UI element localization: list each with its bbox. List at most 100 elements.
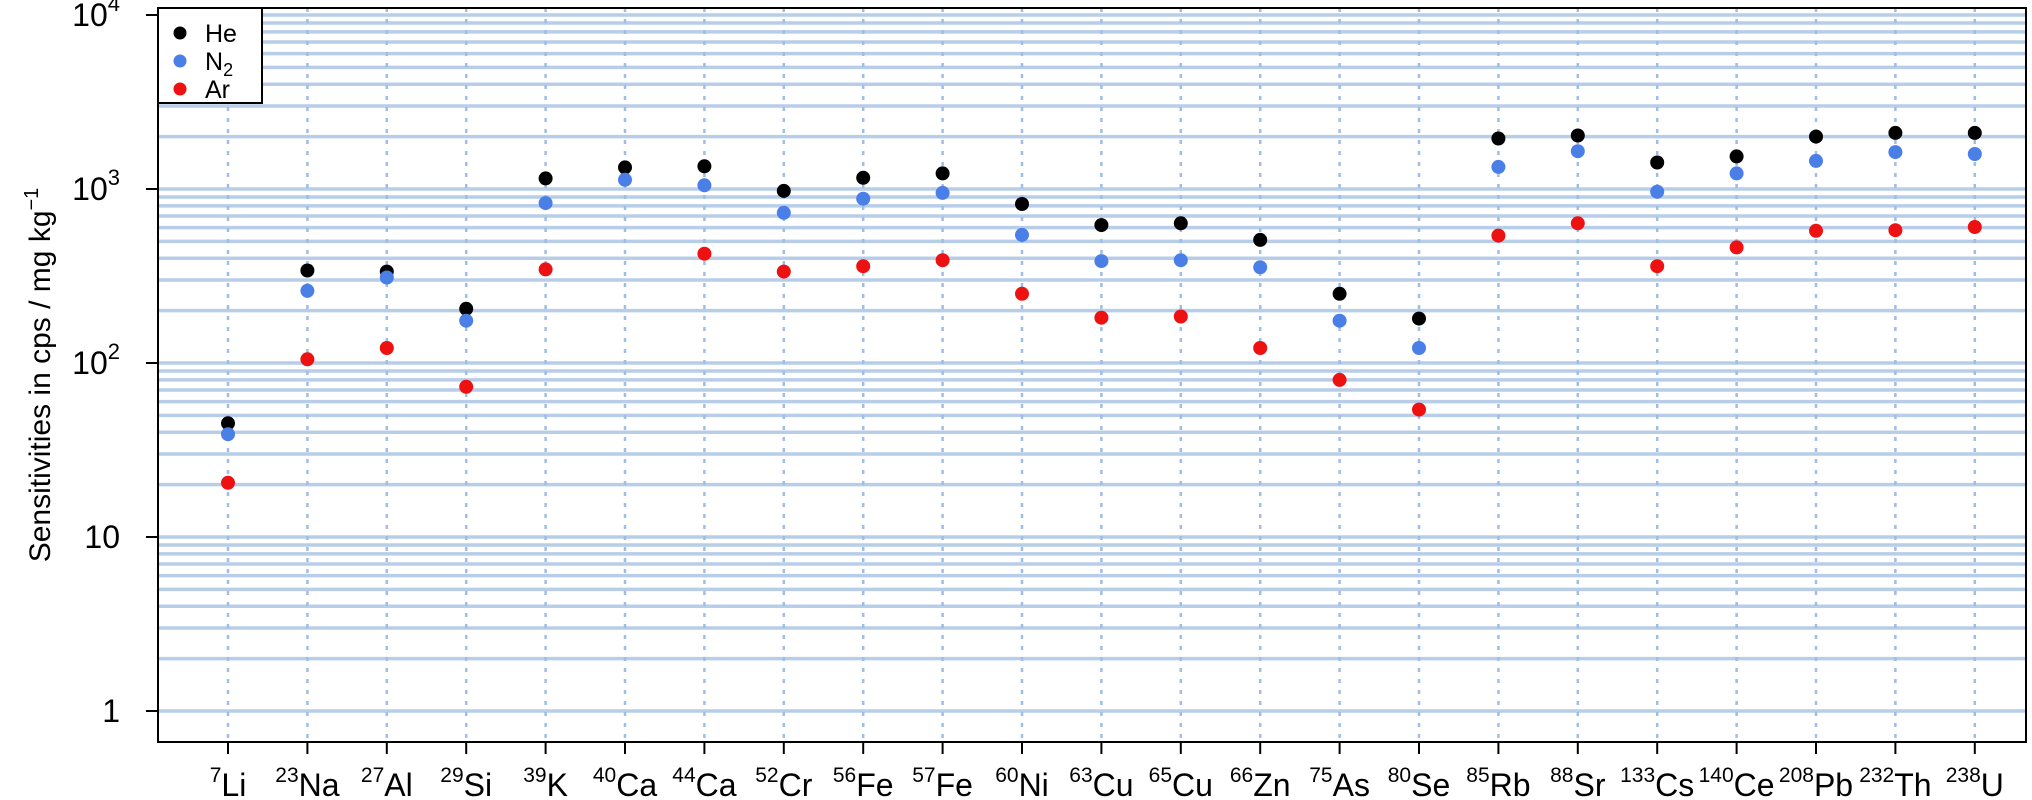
x-tick-label: 57Fe <box>912 764 973 800</box>
data-point <box>1491 131 1506 146</box>
data-point <box>1967 125 1982 140</box>
y-tick-label: 102 <box>72 339 120 381</box>
data-point <box>856 170 871 185</box>
legend-marker <box>173 82 187 96</box>
data-point <box>697 178 712 193</box>
data-point <box>1253 260 1268 275</box>
x-tick-label: 40Ca <box>593 764 657 800</box>
data-point <box>1888 125 1903 140</box>
data-point <box>300 283 315 298</box>
series-he <box>221 125 1982 431</box>
y-tick-label: 10 <box>84 519 120 555</box>
legend-label: Ar <box>205 76 230 104</box>
data-point <box>618 160 632 175</box>
x-tick-label: 52Cr <box>755 764 812 800</box>
data-point <box>221 475 235 490</box>
y-axis-title-main: Sensitivities in cps / mg kg <box>24 211 57 563</box>
data-point <box>379 270 394 285</box>
data-point <box>1015 197 1029 211</box>
data-point <box>221 416 235 431</box>
data-point <box>1729 240 1744 255</box>
plot-frame <box>157 7 2027 743</box>
data-point <box>459 301 474 316</box>
data-point <box>1412 311 1426 326</box>
data-point <box>1570 128 1585 143</box>
x-tick-label: 23Na <box>275 764 339 800</box>
data-point <box>1015 227 1029 242</box>
data-point <box>1094 254 1109 269</box>
data-point <box>1094 310 1109 325</box>
legend-label: N2 <box>205 48 233 80</box>
x-tick-label: 44Ca <box>672 764 736 800</box>
data-point <box>538 171 553 186</box>
x-tick-label: 65Cu <box>1149 764 1213 800</box>
data-point <box>1253 232 1268 247</box>
data-point <box>538 196 553 211</box>
data-point <box>1888 223 1903 238</box>
data-point <box>935 185 950 200</box>
x-tick-label: 133Cs <box>1620 764 1694 800</box>
data-point <box>1809 223 1823 238</box>
data-point <box>1332 372 1347 387</box>
data-point <box>1173 309 1188 324</box>
x-axis: 7Li 23Na 27Al 29Si 39K 40Ca 44Ca 52Cr 56Fe 57Fe 60… <box>210 742 2004 800</box>
x-tick-label: 80Se <box>1388 764 1451 800</box>
data-point <box>1570 216 1585 231</box>
data-point <box>1650 155 1665 170</box>
data-point <box>1491 159 1506 174</box>
data-point <box>776 183 791 198</box>
y-axis-title: Sensitivities in cps / mg kg−1 <box>21 188 57 563</box>
data-point <box>856 259 871 274</box>
data-point <box>1173 216 1188 231</box>
x-tick-label: 66Zn <box>1230 764 1291 800</box>
y-axis-title-sup: −1 <box>21 188 43 211</box>
x-tick-label: 232Th <box>1859 764 1931 800</box>
data-point <box>459 379 474 394</box>
x-tick-label: 238U <box>1946 764 2004 800</box>
legend-marker <box>173 54 187 68</box>
x-tick-label: 208Pb <box>1779 764 1853 800</box>
x-tick-label: 60Ni <box>995 764 1049 800</box>
data-point <box>1173 253 1188 268</box>
data-point <box>1809 129 1823 144</box>
y-tick-label: 103 <box>72 165 120 207</box>
x-tick-label: 29Si <box>440 764 492 800</box>
data-point <box>1332 286 1347 301</box>
data-point <box>618 172 632 187</box>
legend-label: He <box>205 20 237 48</box>
data-point <box>935 166 950 181</box>
x-tick-label: 140Ce <box>1699 764 1775 800</box>
y-tick-label: 104 <box>72 0 120 33</box>
data-point <box>1094 218 1109 233</box>
x-tick-label: 56Fe <box>833 764 894 800</box>
data-point <box>300 263 315 278</box>
data-point <box>1729 166 1744 181</box>
data-point <box>935 253 950 268</box>
data-point <box>1491 228 1506 243</box>
data-point <box>1967 220 1982 234</box>
data-point <box>300 352 315 367</box>
data-point <box>1888 145 1903 160</box>
x-tick-label: 75As <box>1309 764 1370 800</box>
x-tick-label: 63Cu <box>1069 764 1133 800</box>
y-axis: 1 10 102 103 104 <box>72 0 159 742</box>
data-point <box>1332 313 1347 328</box>
x-tick-label: 7Li <box>210 764 247 800</box>
data-point <box>1412 341 1426 355</box>
chart-grid <box>158 8 2026 742</box>
series-n2 <box>221 144 1982 442</box>
data-point <box>221 427 235 442</box>
data-point <box>697 159 712 174</box>
data-point <box>776 205 791 220</box>
series-ar <box>221 216 1982 490</box>
data-point <box>1967 147 1982 161</box>
x-tick-label: 88Sr <box>1550 764 1606 800</box>
data-point <box>459 313 474 328</box>
data-points <box>221 125 1982 490</box>
x-tick-label: 85Rb <box>1466 764 1530 800</box>
data-point <box>697 246 712 261</box>
legend-marker <box>173 26 187 40</box>
data-point <box>1570 144 1585 159</box>
